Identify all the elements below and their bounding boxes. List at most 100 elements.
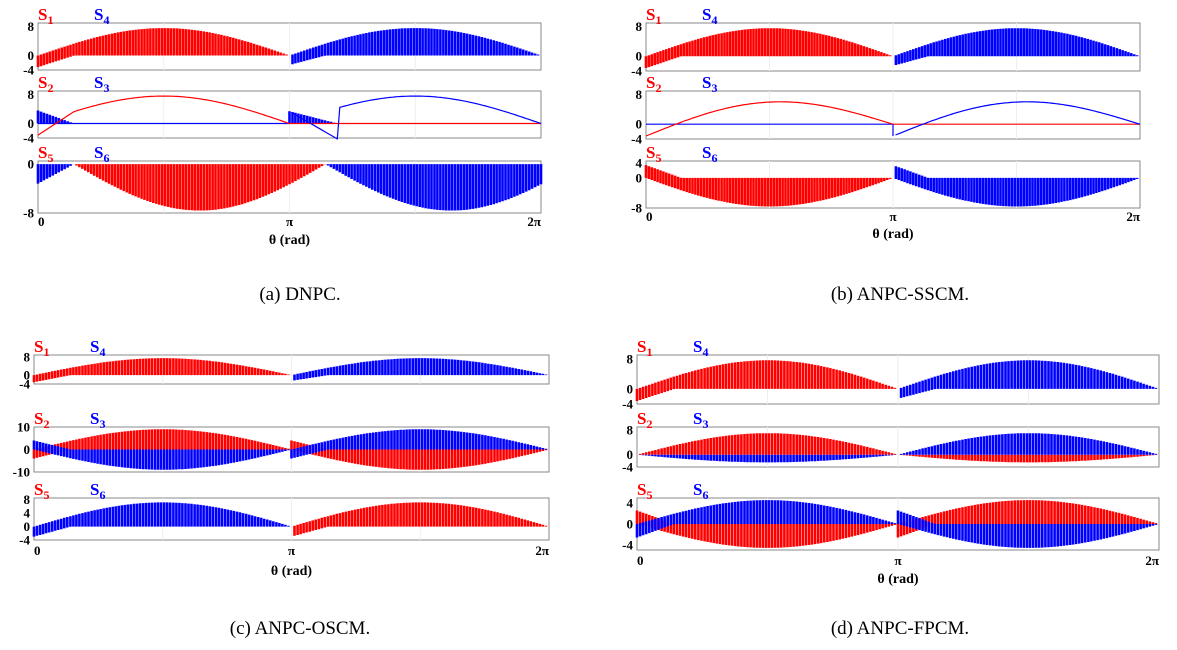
- subplot-4-1: 8 0-4 S1 S4: [622, 337, 1160, 412]
- blue-switch-signal: [32, 429, 548, 470]
- y-tick-label: 0: [636, 49, 643, 64]
- subplot-3-3: 840-4 S5 S6: [19, 480, 550, 548]
- x-tick-label: π: [288, 543, 295, 558]
- switch-label-s1: S1: [637, 337, 652, 359]
- x-tick-label: 2π: [527, 214, 541, 229]
- y-tick-label: -4: [622, 397, 633, 412]
- subplot-1-2: 8 0-4 S2 S3: [23, 73, 542, 146]
- switch-label-s1: S1: [34, 337, 49, 359]
- switch-label-s2: S2: [34, 409, 49, 431]
- red-switch-signal: [293, 502, 548, 536]
- x-tick-label: 2π: [1126, 209, 1140, 224]
- y-tick-label: -8: [631, 201, 642, 216]
- x-axis-label: θ (rad): [271, 564, 312, 579]
- y-tick-label: -4: [622, 460, 633, 475]
- switch-label-s3: S3: [90, 409, 105, 431]
- y-tick-label: -4: [622, 537, 633, 552]
- y-tick-label: 0: [636, 170, 643, 185]
- y-tick-label: 8: [627, 351, 634, 366]
- switch-label-s3: S3: [702, 73, 717, 95]
- switch-label-s1: S1: [646, 5, 661, 27]
- switch-label-s6: S6: [90, 480, 105, 502]
- y-tick-label: 0: [24, 519, 31, 534]
- blue-switch-signal: [894, 166, 1139, 207]
- switch-label-s4: S4: [90, 337, 105, 359]
- red-switch-signal: [32, 358, 290, 383]
- switch-label-s3: S3: [94, 73, 109, 95]
- subplot-2-2: 8 0-4 S2 S3: [631, 73, 1141, 147]
- switch-label-s5: S5: [646, 143, 661, 165]
- blue-trace: [895, 101, 1141, 136]
- switch-label-s5: S5: [34, 480, 49, 502]
- y-tick-label: 4: [627, 496, 634, 511]
- y-tick-label: 4: [636, 155, 643, 170]
- y-tick-label: -8: [23, 206, 34, 221]
- panel-caption: (d) ANPC-FPCM.: [831, 618, 969, 639]
- red-switch-signal: [635, 360, 897, 401]
- y-tick-label: -4: [631, 132, 642, 147]
- y-tick-label: 0: [28, 48, 35, 63]
- switch-label-s2: S2: [646, 73, 661, 95]
- red-switch-signal: [638, 433, 1158, 463]
- y-tick-label: -10: [13, 465, 30, 480]
- y-tick-label: 8: [636, 87, 643, 102]
- blue-switch-signal: [32, 502, 290, 537]
- y-tick-label: 8: [28, 19, 35, 34]
- switch-label-s5: S5: [637, 480, 652, 502]
- switch-label-s6: S6: [702, 143, 717, 165]
- x-axis-label: θ (rad): [877, 572, 918, 587]
- x-tick-label: 2π: [1145, 553, 1159, 568]
- red-trace: [645, 101, 894, 137]
- x-tick-label: 0: [38, 214, 45, 229]
- switch-label-s6: S6: [693, 480, 708, 502]
- y-tick-label: -4: [19, 533, 30, 548]
- subplot-3-1: 8 0-4 S1 S4: [19, 337, 550, 392]
- blue-switch-signal: [894, 28, 1139, 65]
- y-tick-label: -4: [19, 377, 30, 392]
- subplot-1-1: 8 0-4 S1 S4: [23, 5, 542, 78]
- y-tick-label: 0: [627, 517, 634, 532]
- switch-label-s4: S4: [702, 5, 717, 27]
- red-switch-signal: [36, 28, 288, 68]
- red-trace: [37, 95, 290, 136]
- y-tick-label: 8: [24, 350, 31, 365]
- blue-switch-signal: [291, 28, 540, 65]
- panel-caption: (b) ANPC-SSCM.: [831, 284, 969, 305]
- x-tick-label: 2π: [535, 543, 549, 558]
- y-tick-label: 4: [24, 506, 31, 521]
- y-tick-label: 8: [24, 492, 31, 507]
- switch-label-s4: S4: [693, 337, 708, 359]
- blue-switch-signal: [36, 164, 543, 211]
- x-tick-label: π: [889, 209, 896, 224]
- red-switch-signal: [644, 28, 892, 68]
- switch-label-s1: S1: [38, 5, 53, 27]
- y-tick-label: 0: [627, 447, 634, 462]
- panel-caption: (c) ANPC-OSCM.: [230, 618, 370, 639]
- subplot-3-2: 10 0 -10 S2 S3: [13, 409, 550, 480]
- x-tick-label: 0: [637, 553, 644, 568]
- blue-switch-signal: [36, 110, 339, 124]
- y-tick-label: 8: [636, 19, 643, 34]
- red-switch-signal: [644, 165, 892, 207]
- x-axis-label: θ (rad): [269, 233, 310, 248]
- y-tick-label: -4: [631, 64, 642, 79]
- switch-label-s2: S2: [637, 409, 652, 431]
- switch-label-s2: S2: [38, 73, 53, 95]
- subplot-1-3: 0 -8 S5 S6: [23, 143, 543, 221]
- blue-switch-signal: [638, 433, 1158, 463]
- blue-switch-signal: [635, 500, 1158, 548]
- x-tick-label: 0: [34, 543, 41, 558]
- switch-label-s5: S5: [38, 143, 53, 165]
- switch-label-s3: S3: [693, 409, 708, 431]
- panel-caption: (a) DNPC.: [259, 284, 340, 305]
- subplot-4-2: 8 0-4 S2 S3: [622, 409, 1160, 475]
- x-axis-label: θ (rad): [872, 227, 913, 242]
- y-tick-label: 0: [627, 381, 634, 396]
- y-tick-label: 0: [24, 442, 31, 457]
- y-tick-label: -4: [23, 131, 34, 146]
